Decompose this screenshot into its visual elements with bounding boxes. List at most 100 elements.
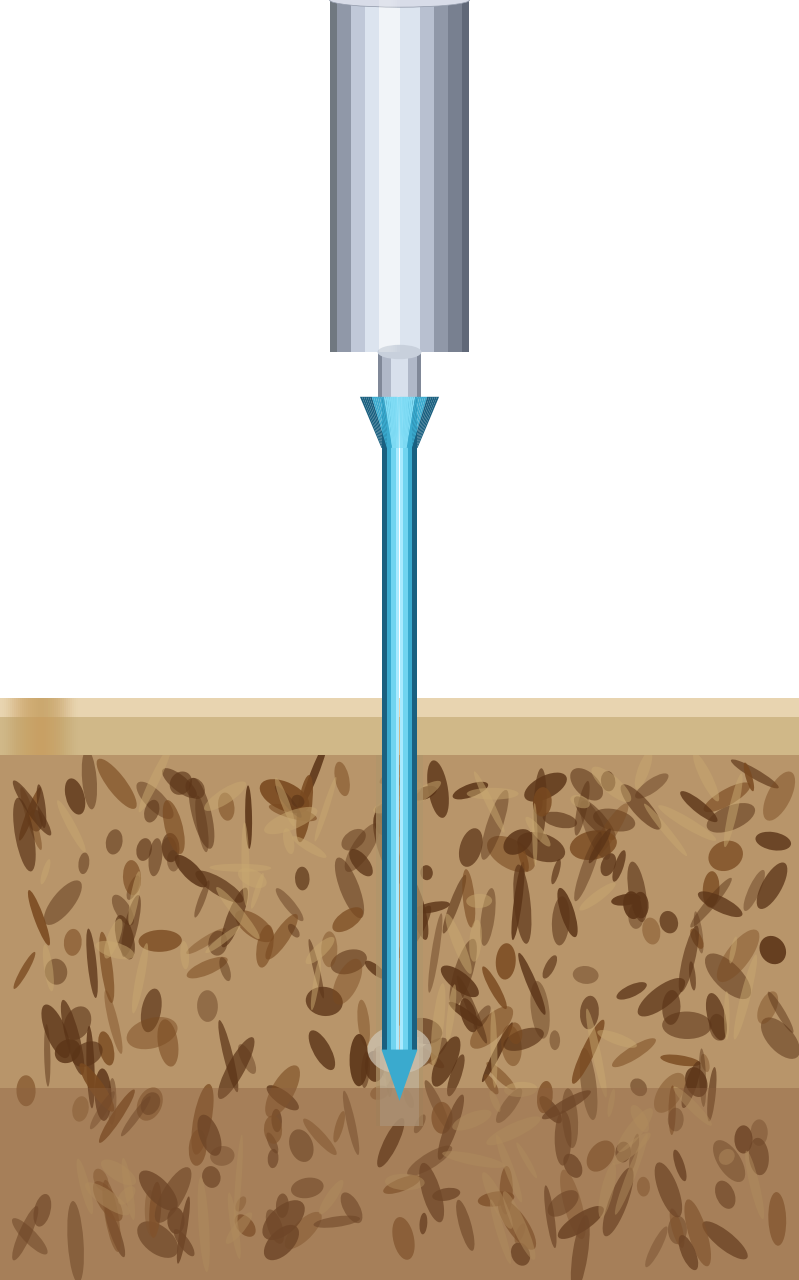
Ellipse shape [678,1235,698,1270]
Ellipse shape [769,1192,786,1245]
Bar [419,352,420,397]
PathPatch shape [360,397,383,448]
Bar [401,397,402,1050]
Ellipse shape [129,872,141,925]
Bar [347,0,351,352]
Ellipse shape [197,1115,221,1156]
Bar [403,352,404,397]
Ellipse shape [531,980,550,1038]
Ellipse shape [99,932,114,1004]
Ellipse shape [20,787,42,850]
Bar [427,0,431,352]
PathPatch shape [411,397,427,448]
Ellipse shape [291,1178,324,1198]
PathPatch shape [401,397,405,448]
Bar [361,0,364,352]
Ellipse shape [442,1151,505,1167]
Ellipse shape [685,1068,707,1097]
Ellipse shape [574,796,615,840]
Ellipse shape [590,804,629,860]
Ellipse shape [615,1134,648,1215]
PathPatch shape [413,397,431,448]
Ellipse shape [262,1201,304,1240]
Ellipse shape [121,895,141,957]
Ellipse shape [558,888,578,937]
Bar [452,0,455,352]
Ellipse shape [28,809,42,832]
Ellipse shape [117,1187,136,1204]
Bar [0,698,799,717]
Ellipse shape [86,1027,95,1108]
Ellipse shape [167,1207,185,1234]
Ellipse shape [104,919,122,959]
Bar [379,0,385,352]
Ellipse shape [12,1206,38,1261]
Bar [414,0,417,352]
Ellipse shape [17,1075,36,1106]
Ellipse shape [137,838,152,861]
Ellipse shape [64,929,81,956]
Bar [407,397,408,1050]
Bar [396,397,397,1050]
Bar [0,698,799,1280]
Ellipse shape [630,1079,647,1096]
PathPatch shape [406,397,415,448]
Ellipse shape [340,1193,363,1224]
PathPatch shape [380,397,392,448]
Bar [406,352,407,397]
Ellipse shape [424,1080,449,1129]
Ellipse shape [698,891,742,916]
PathPatch shape [388,397,395,448]
Ellipse shape [14,952,35,989]
Ellipse shape [265,914,298,960]
Ellipse shape [670,1208,684,1248]
Ellipse shape [61,1000,85,1075]
Ellipse shape [432,1188,460,1201]
Ellipse shape [645,1226,668,1267]
PathPatch shape [408,397,421,448]
Ellipse shape [265,1065,300,1117]
Bar [418,352,419,397]
Bar [397,397,398,1050]
Bar [393,352,394,397]
Bar [385,397,386,1050]
Ellipse shape [760,936,786,964]
Ellipse shape [537,1082,553,1114]
Ellipse shape [389,781,441,815]
Ellipse shape [115,915,135,960]
Ellipse shape [204,781,246,812]
Ellipse shape [13,797,36,872]
Ellipse shape [706,803,755,833]
Ellipse shape [744,763,754,791]
Ellipse shape [407,1146,452,1176]
PathPatch shape [370,397,387,448]
Ellipse shape [238,1044,256,1074]
Ellipse shape [45,959,67,984]
Ellipse shape [678,925,699,992]
PathPatch shape [378,397,391,448]
Bar [8,698,48,755]
Bar [420,0,424,352]
Ellipse shape [617,1108,653,1152]
Ellipse shape [296,774,313,842]
Ellipse shape [405,1018,442,1044]
Bar [400,0,403,352]
Ellipse shape [690,928,704,948]
Bar [409,352,411,397]
Ellipse shape [589,828,611,863]
Ellipse shape [205,925,240,954]
Ellipse shape [361,1051,370,1088]
Ellipse shape [192,1084,213,1155]
Ellipse shape [34,1194,51,1226]
Bar [383,397,384,1050]
Ellipse shape [744,870,765,911]
Bar [379,0,393,352]
Ellipse shape [543,955,557,979]
PathPatch shape [415,397,437,448]
Ellipse shape [702,1221,748,1260]
Ellipse shape [162,768,197,799]
Ellipse shape [428,914,443,993]
Ellipse shape [598,1030,637,1048]
Ellipse shape [431,1037,460,1087]
Ellipse shape [555,1111,571,1166]
